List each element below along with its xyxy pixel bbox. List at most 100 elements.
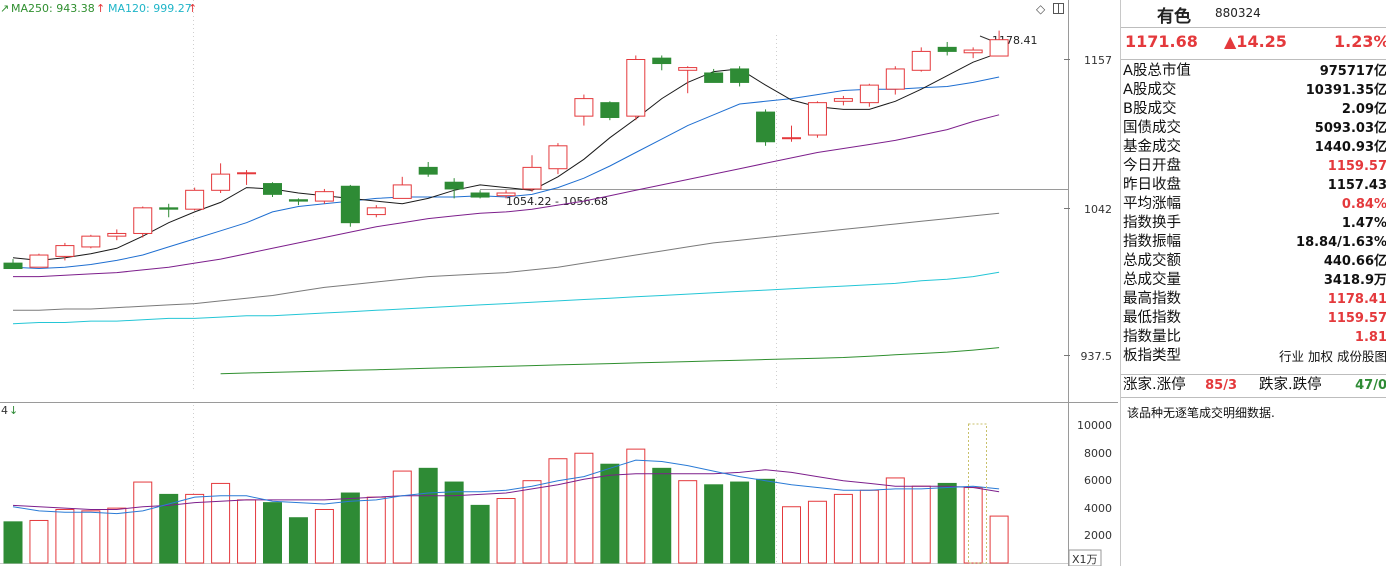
- candle: [600, 101, 620, 121]
- ma250-line: [220, 347, 1000, 375]
- info-row-label: 总成交额: [1123, 253, 1181, 269]
- volume-bar: [548, 458, 568, 564]
- volume-bar: [263, 502, 282, 564]
- volume-bar: [3, 521, 23, 564]
- candle-body: [782, 137, 801, 140]
- info-row-label: 基金成交: [1123, 139, 1181, 155]
- price-tick-label: 1042: [1084, 203, 1112, 216]
- candle: [652, 55, 672, 71]
- divider: [1121, 27, 1386, 28]
- info-row-value: 18.84/1.63%: [1296, 235, 1386, 250]
- candle: [366, 205, 386, 218]
- volume-tick-label: 6000: [1084, 474, 1112, 487]
- volume-bar: [885, 477, 905, 564]
- candle: [3, 259, 23, 270]
- limit-row: 涨家.涨停 85/3 跌家.跌停 47/0: [1123, 376, 1386, 395]
- price-tick-label: 937.5: [1081, 350, 1113, 363]
- info-row-value: 0.84%: [1341, 197, 1386, 212]
- candle-body: [859, 84, 879, 104]
- kline-chart[interactable]: 1157 1042 937.5 10000 8000 6000 4000 200…: [0, 0, 1118, 566]
- volume-tick-label: 10000: [1077, 419, 1112, 432]
- candle-body: [159, 207, 179, 210]
- info-row-label: 最高指数: [1123, 291, 1181, 307]
- candle: [263, 182, 282, 198]
- candle: [107, 229, 127, 241]
- info-row-value: 2.09亿: [1341, 102, 1386, 117]
- index-name: 有色: [1157, 7, 1191, 27]
- volume-bar: [288, 517, 308, 564]
- info-row-label: 最低指数: [1123, 310, 1181, 326]
- candle-body: [574, 98, 594, 117]
- volume-tick-label: 2000: [1084, 529, 1112, 542]
- volume-bar: [237, 499, 257, 564]
- info-row-label: 指数换手: [1123, 215, 1181, 231]
- candle-body: [314, 191, 334, 202]
- info-row-label: 指数振幅: [1123, 234, 1181, 250]
- candle: [392, 176, 412, 199]
- candle: [833, 95, 853, 106]
- volume-bar: [574, 452, 594, 564]
- candle: [911, 47, 931, 72]
- vol_ma2-line: [12, 469, 1000, 510]
- candle-body: [55, 245, 75, 257]
- volume-prefix: 4: [1, 404, 8, 417]
- info-row: A股总市值 975717亿: [1123, 62, 1386, 81]
- info-row-value: 1440.93亿: [1314, 140, 1386, 155]
- info-row-value: 1.47%: [1341, 216, 1386, 231]
- candle-body: [3, 262, 23, 270]
- candle: [704, 68, 724, 83]
- candle: [885, 66, 905, 95]
- volume-bar: [704, 484, 724, 564]
- volume-unit-label: X1万: [1072, 553, 1098, 566]
- info-row-label: 国债成交: [1123, 120, 1181, 136]
- tick-data-note: 该品种无逐笔成交明细数据.: [1127, 406, 1275, 420]
- up-limit-label: 涨家.涨停: [1123, 377, 1186, 393]
- info-row: 总成交量 3418.9万: [1123, 271, 1386, 290]
- volume-prefix-arrow: ↓: [9, 404, 18, 417]
- info-row-value: 1.81: [1354, 330, 1386, 345]
- info-row-label: B股成交: [1123, 101, 1177, 117]
- candle-body: [288, 199, 308, 202]
- candle-body: [756, 111, 776, 143]
- volume-tick-label: 8000: [1084, 447, 1112, 460]
- info-row: 总成交额 440.66亿: [1123, 252, 1386, 271]
- info-row: 最低指数 1159.57: [1123, 309, 1386, 328]
- info-panel: 有色 880324 1171.68 ▲14.25 1.23% A股总市值 9757…: [1120, 0, 1386, 566]
- candle: [678, 66, 698, 94]
- info-row-label: 指数量比: [1123, 329, 1181, 345]
- volume-bar: [185, 493, 205, 564]
- volume-bar: [600, 463, 620, 564]
- info-row-value: 1178.41: [1327, 292, 1386, 307]
- info-row-value: 5093.03亿: [1314, 121, 1386, 136]
- volume-bar: [418, 467, 438, 564]
- candle: [288, 198, 308, 206]
- candle-body: [730, 68, 750, 83]
- price-tick-label: 1157: [1084, 54, 1112, 67]
- candle: [159, 203, 179, 218]
- candle-body: [418, 166, 438, 175]
- vol_ma1-line: [12, 459, 1000, 515]
- info-row: 指数振幅 18.84/1.63%: [1123, 233, 1386, 252]
- info-row-value: 1159.57: [1327, 311, 1386, 326]
- candle-body: [470, 192, 490, 198]
- volume-bar: [807, 500, 827, 564]
- info-row-label: A股总市值: [1123, 63, 1191, 79]
- info-row: 基金成交 1440.93亿: [1123, 138, 1386, 157]
- volume-bar: [859, 489, 879, 564]
- volume-bar: [314, 508, 334, 564]
- candle-body: [678, 67, 698, 71]
- legend-ma250-arrow: ↑: [96, 2, 105, 15]
- ma120-line: [12, 271, 1000, 325]
- candle: [496, 190, 516, 199]
- info-row: 板指类型 行业 加权 成份股图: [1123, 347, 1386, 366]
- candle-body: [133, 207, 153, 234]
- info-row: A股成交 10391.35亿: [1123, 81, 1386, 100]
- down-limit-value: 47/0: [1355, 378, 1386, 393]
- info-row: 指数量比 1.81: [1123, 328, 1386, 347]
- volume-bar: [159, 493, 179, 564]
- low-range-label: 1054.22 - 1056.68: [506, 195, 608, 208]
- volume-tick-label: 4000: [1084, 502, 1112, 515]
- diamond-icon[interactable]: ◇: [1036, 2, 1046, 16]
- candle: [807, 101, 827, 138]
- volume-bar: [989, 515, 1009, 564]
